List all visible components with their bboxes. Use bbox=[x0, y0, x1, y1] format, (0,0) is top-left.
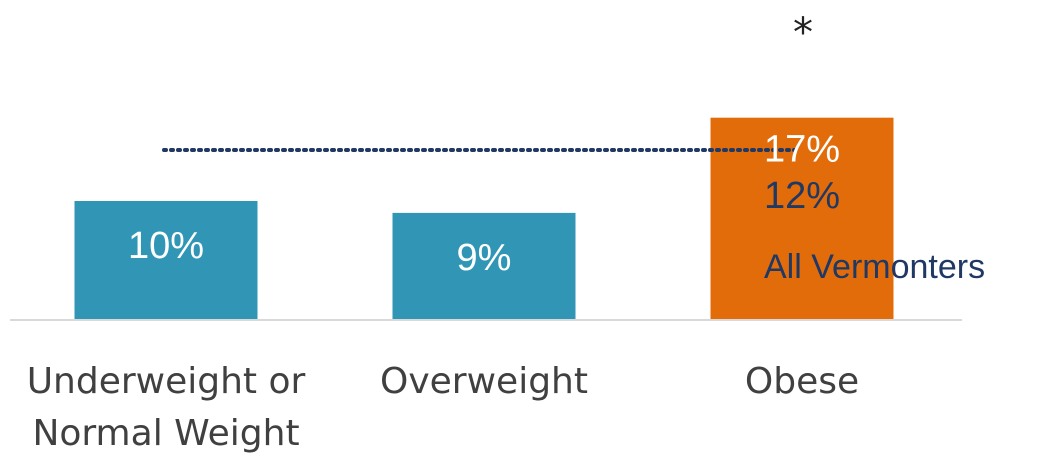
category-label-1-line-2: Normal Weight bbox=[32, 413, 299, 454]
bar-2 bbox=[392, 212, 576, 320]
bar-1 bbox=[74, 201, 258, 320]
category-label-2-line-1: Overweight bbox=[380, 361, 588, 402]
bar-value-label-2: 9% bbox=[457, 237, 512, 279]
bar-value-label-3: 17% bbox=[764, 129, 840, 171]
labels-layer: 10% Underweight or Normal Weight 9% Overweig… bbox=[27, 129, 985, 454]
category-label-3-line-1: Obese bbox=[745, 361, 859, 402]
bar-value-label-1: 10% bbox=[128, 225, 204, 267]
category-label-1-line-1: Underweight or bbox=[27, 361, 306, 402]
reference-value-label: 12% bbox=[764, 175, 840, 217]
reference-line-label: All Vermonters bbox=[764, 248, 985, 286]
significance-marker: * bbox=[793, 10, 813, 56]
